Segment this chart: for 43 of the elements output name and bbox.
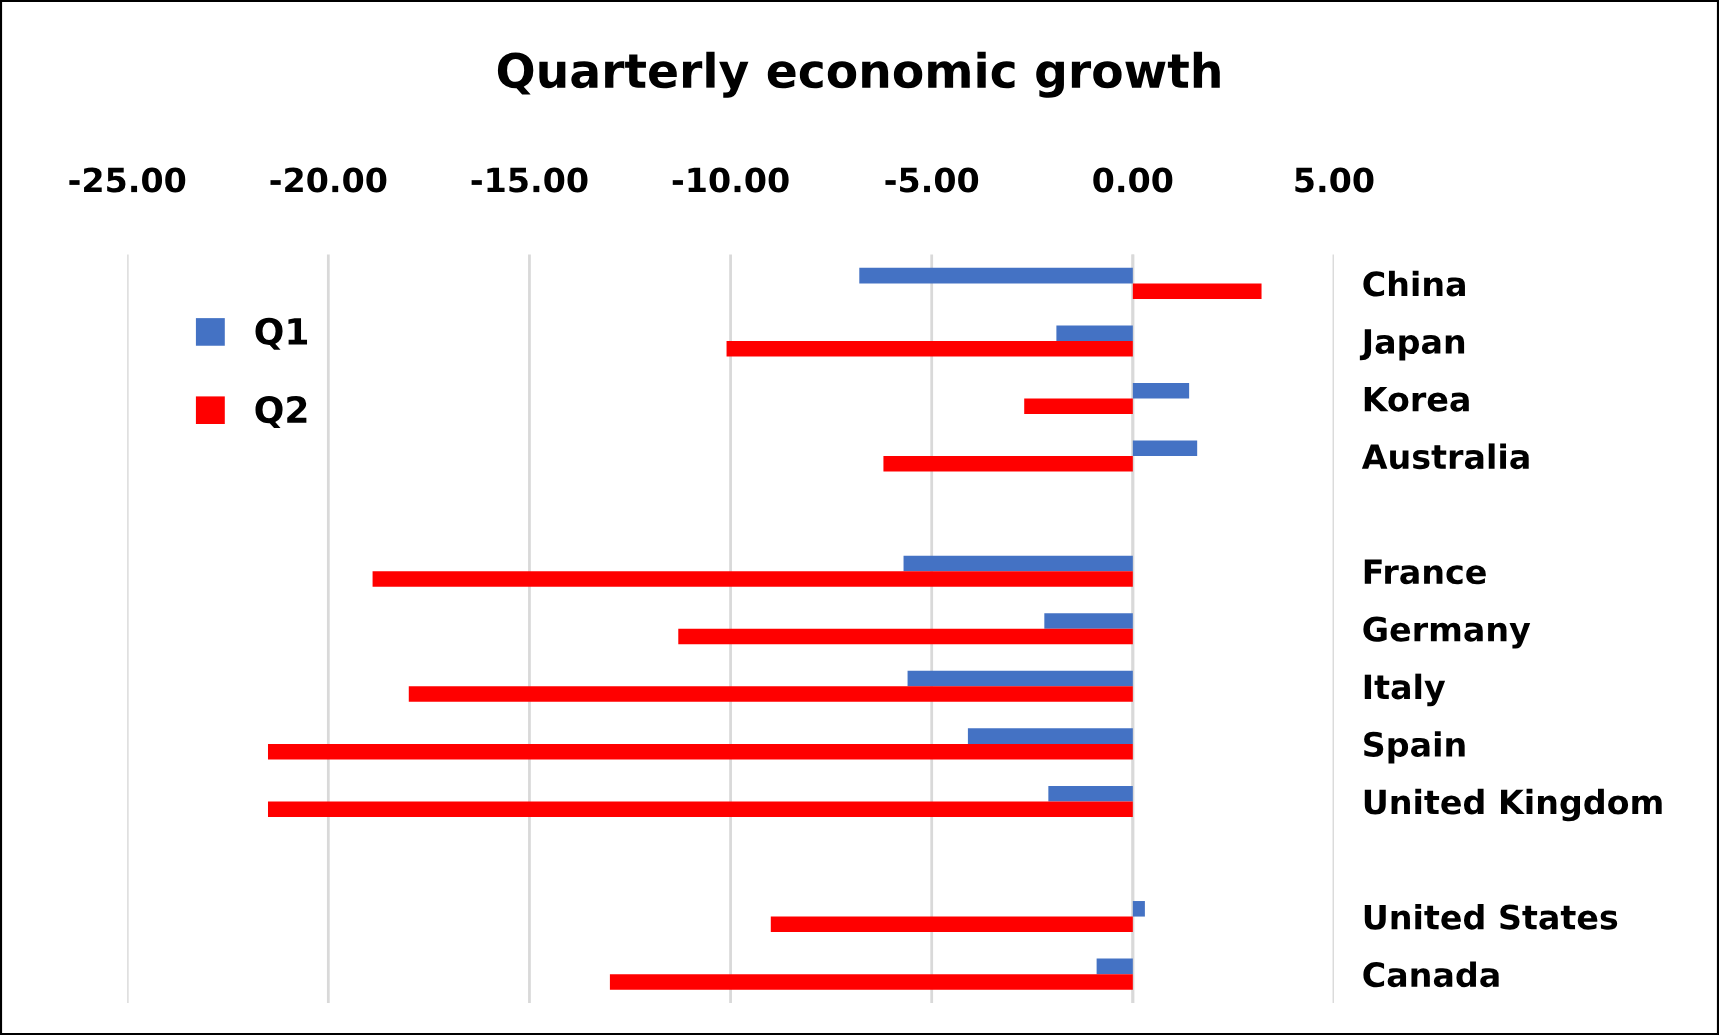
y-tick-label: Korea [1364, 386, 1469, 412]
bar [1132, 440, 1198, 457]
bar [1132, 901, 1145, 917]
y-tick-label: Japan [1359, 329, 1465, 361]
bar [907, 670, 1133, 687]
y-tick-label: Spain [1364, 731, 1465, 764]
bar [678, 628, 1133, 645]
x-tick-label: 0.00 [1093, 167, 1173, 193]
legend-label: Q2 [255, 395, 307, 429]
y-tick-label: United States [1364, 903, 1618, 930]
y-tick-label: Canada [1363, 961, 1499, 988]
bar [267, 801, 1133, 817]
x-tick-label: -10.00 [672, 167, 789, 193]
bar [859, 267, 1133, 284]
bar [1096, 958, 1133, 975]
bar [267, 743, 1133, 760]
chart-title: Quarterly economic growth [497, 51, 1220, 98]
y-tick-label: Italy [1364, 673, 1446, 707]
x-tick-label: -20.00 [270, 167, 387, 193]
bar [726, 340, 1133, 357]
bar [1132, 283, 1262, 299]
bar [1132, 382, 1190, 399]
x-tick-label: -25.00 [69, 167, 186, 193]
bar [1024, 398, 1133, 415]
y-tick-label: Germany [1363, 616, 1531, 649]
y-tick-label: United Kingdom [1364, 788, 1662, 822]
x-tick-label: -15.00 [471, 167, 588, 193]
bar [770, 916, 1133, 933]
x-tick-label: -5.00 [885, 167, 979, 193]
bar [1048, 785, 1133, 802]
y-tick-label: Australia [1361, 443, 1529, 470]
bar [967, 728, 1133, 744]
x-tick-label: 5.00 [1295, 167, 1374, 193]
bar [1056, 325, 1133, 341]
legend-label: Q1 [255, 317, 308, 350]
bar [372, 571, 1133, 587]
y-tick-label: France [1364, 559, 1486, 585]
bar [883, 456, 1133, 472]
y-tick-label: China [1363, 270, 1465, 297]
bar [903, 555, 1133, 572]
bar [1044, 613, 1133, 629]
bar [609, 974, 1133, 990]
bar [408, 686, 1133, 702]
